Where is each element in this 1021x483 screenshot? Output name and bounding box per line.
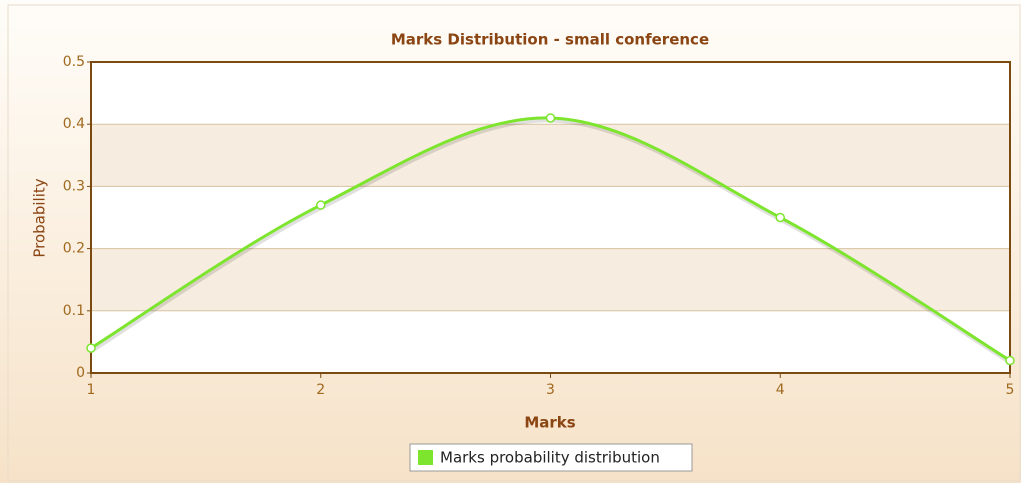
point [545, 113, 556, 123]
plot-band [91, 124, 1010, 187]
chart-title: Marks Distribution - small conference [391, 31, 709, 49]
x-tick-label: 5 [1006, 382, 1015, 398]
y-tick-label: 0.2 [63, 241, 85, 257]
x-tick-label: 2 [316, 382, 325, 398]
y-tick-label: 0.4 [63, 116, 85, 132]
y-tick-label: 0.5 [63, 54, 85, 70]
y-tick-label: 0 [76, 365, 85, 381]
legend-swatch [418, 450, 433, 465]
x-axis-label: Marks [524, 414, 575, 432]
frame [7, 4, 1021, 482]
y-tick-label: 0.3 [63, 178, 85, 194]
legend-box [409, 443, 693, 472]
plot-border [90, 61, 1011, 374]
point [86, 343, 96, 353]
x-tick-label: 1 [87, 382, 96, 398]
plot-area [91, 62, 1010, 373]
point [316, 200, 326, 210]
x-tick-label: 3 [546, 382, 555, 398]
point [775, 212, 785, 223]
y-axis-label: Probability [31, 178, 49, 257]
x-tick-label: 4 [776, 382, 785, 398]
y-tick-label: 0.1 [63, 303, 85, 319]
point [1005, 355, 1015, 366]
legend-label: Marks probability distribution [440, 449, 660, 467]
plot-band [91, 248, 1010, 311]
